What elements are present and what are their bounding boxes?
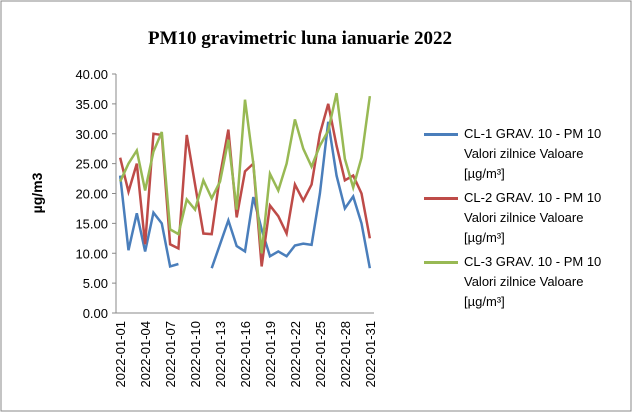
legend-item: CL-2 GRAV. 10 - PM 10 Valori zilnice Val…	[424, 188, 624, 248]
y-tick-label: 40.00	[75, 67, 108, 82]
legend-label: CL-2 GRAV. 10 - PM 10 Valori zilnice Val…	[464, 190, 602, 245]
x-tick-label: 2022-01-31	[363, 321, 378, 388]
x-tick-label: 2022-01-28	[338, 321, 353, 388]
y-tick-label: 5.00	[83, 276, 108, 291]
x-tick-label: 2022-01-25	[313, 321, 328, 388]
y-tick-label: 30.00	[75, 127, 108, 142]
legend-label: CL-1 GRAV. 10 - PM 10 Valori zilnice Val…	[464, 126, 602, 181]
y-axis-label: µg/m3	[29, 172, 45, 213]
x-tick-label: 2022-01-16	[238, 321, 253, 388]
y-tick-label: 0.00	[83, 306, 108, 321]
legend-item: CL-1 GRAV. 10 - PM 10 Valori zilnice Val…	[424, 124, 624, 184]
x-tick-label: 2022-01-10	[188, 321, 203, 388]
legend-item: CL-3 GRAV. 10 - PM 10 Valori zilnice Val…	[424, 252, 624, 312]
legend-swatch	[424, 261, 458, 264]
y-tick-label: 20.00	[75, 187, 108, 202]
x-tick-label: 2022-01-19	[263, 321, 278, 388]
y-tick-label: 35.00	[75, 97, 108, 112]
legend: CL-1 GRAV. 10 - PM 10 Valori zilnice Val…	[424, 124, 624, 316]
series-line	[210, 121, 372, 269]
x-tick-label: 2022-01-04	[138, 321, 153, 388]
x-tick-label: 2022-01-07	[163, 321, 178, 388]
chart-title: PM10 gravimetric luna ianuarie 2022	[148, 28, 452, 49]
legend-swatch	[424, 133, 458, 136]
x-tick-label: 2022-01-01	[113, 321, 128, 388]
series-line	[118, 175, 179, 268]
legend-label: CL-3 GRAV. 10 - PM 10 Valori zilnice Val…	[464, 254, 602, 309]
legend-swatch	[424, 197, 458, 200]
x-tick-label: 2022-01-13	[213, 321, 228, 388]
y-tick-label: 25.00	[75, 157, 108, 172]
y-tick-label: 15.00	[75, 216, 108, 231]
x-tick-label: 2022-01-22	[288, 321, 303, 388]
y-tick-label: 10.00	[75, 246, 108, 261]
series-line	[119, 92, 372, 254]
